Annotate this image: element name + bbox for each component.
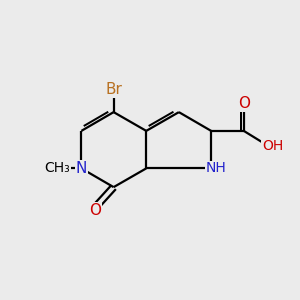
Text: O: O (89, 203, 101, 218)
Text: OH: OH (262, 139, 283, 153)
Text: O: O (238, 96, 250, 111)
Text: CH₃: CH₃ (44, 161, 70, 176)
Text: Br: Br (105, 82, 122, 97)
Text: N: N (76, 161, 87, 176)
Text: NH: NH (205, 161, 226, 176)
